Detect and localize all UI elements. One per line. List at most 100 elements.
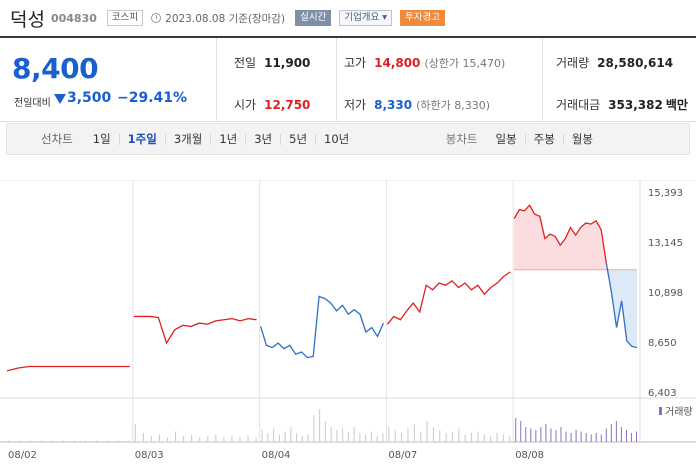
stat-prev-close: 전일 11,900 (234, 54, 310, 71)
volume-bar (471, 433, 473, 442)
volume-bar (284, 431, 286, 442)
candle-daily[interactable]: 일봉 (495, 131, 517, 146)
price-line-up (6, 365, 130, 372)
volume-bar (134, 424, 136, 442)
volume-bar (432, 427, 434, 442)
volume-bar (458, 428, 460, 442)
volume-bar (353, 427, 355, 442)
clock-icon (151, 13, 162, 23)
volume-bar (530, 428, 532, 442)
volume-bar (570, 433, 572, 442)
volume-bar (18, 440, 20, 442)
stat-high: 고가 14,800 (상한가 15,470) (344, 54, 505, 71)
chart-controls: 선차트 1일 1주일 3개월 1년 3년 5년 10년 봉차트 일봉 주봉 월봉 (6, 123, 690, 155)
stat-value: 353,382 (608, 98, 663, 112)
volume-bar (382, 433, 384, 442)
stat-value: 28,580,614 (597, 56, 674, 70)
volume-bar (600, 434, 602, 442)
x-tick-label: 08/08 (515, 450, 544, 461)
chart-grid (0, 180, 696, 443)
volume-bar (420, 431, 422, 442)
volume-bar (8, 440, 9, 442)
volume-bar (359, 433, 361, 442)
volume-bar (175, 431, 177, 442)
period-1d[interactable]: 1일 (92, 131, 111, 146)
volume-bar (575, 430, 577, 442)
volume-bar (439, 430, 441, 442)
volume-bar (223, 437, 225, 442)
candle-weekly[interactable]: 주봉 (524, 133, 563, 145)
volume-bar (535, 430, 537, 442)
stat-volume: 거래량 28,580,614 (556, 54, 673, 71)
volume-bar (330, 427, 332, 442)
volume-bar (278, 434, 280, 442)
stat-label: 저가 (344, 98, 367, 112)
stock-header: 덕성 004830 코스피 2023.08.08 기준(장마감) 실시간 기업개… (0, 0, 696, 36)
stat-label: 시가 (234, 98, 257, 112)
divider (216, 38, 217, 122)
x-tick-label: 08/07 (388, 450, 417, 461)
volume-bar (158, 434, 160, 442)
volume-bar (73, 440, 75, 442)
volume-bar (215, 434, 217, 442)
volume-bar (336, 430, 338, 442)
volume-bar (515, 418, 517, 442)
volume-bar (207, 436, 209, 442)
volume-bar (565, 431, 567, 442)
period-1w[interactable]: 1주일 (118, 133, 165, 145)
period-1y[interactable]: 1년 (210, 133, 245, 145)
volume-bar (580, 431, 582, 442)
volume-bar (319, 409, 321, 442)
volume-bar (239, 437, 241, 442)
price-line-up (133, 315, 257, 345)
volume-bar (128, 440, 130, 442)
candle-monthly[interactable]: 월봉 (562, 133, 601, 145)
volume-bar (555, 430, 557, 442)
volume-bar (496, 433, 498, 442)
change-rate: −29.41% (117, 90, 188, 106)
volume-bar (388, 427, 390, 442)
company-overview-dropdown[interactable]: 기업개요 ▾ (339, 10, 393, 26)
change-amount: 3,500 (67, 90, 112, 106)
volume-bar (540, 427, 542, 442)
volume-bar (394, 430, 396, 442)
volume-bar (290, 427, 292, 442)
stat-label: 고가 (344, 56, 367, 70)
volume-bar (615, 421, 617, 442)
volume-bar (199, 437, 201, 442)
stock-code: 004830 (50, 11, 97, 25)
volume-bar (490, 436, 492, 442)
volume-bar (520, 421, 522, 442)
volume-bar (191, 434, 193, 442)
volume-bar (324, 421, 326, 442)
divider (336, 38, 337, 122)
volume-legend-swatch (659, 407, 662, 415)
volume-bar (142, 433, 144, 442)
stat-value: 8,330 (374, 98, 413, 112)
period-3m[interactable]: 3개월 (164, 133, 210, 145)
volume-bar (376, 436, 378, 442)
stat-trade-value: 거래대금 353,382 백만 (556, 96, 688, 113)
volume-bar (247, 436, 249, 442)
chart-fills (514, 205, 637, 348)
period-10y[interactable]: 10년 (315, 133, 357, 145)
volume-bar (84, 440, 86, 442)
candle-chart-label: 봉차트 (445, 132, 478, 146)
volume-bars (8, 409, 637, 442)
volume-bar (426, 421, 428, 442)
price-line-down (605, 262, 638, 349)
stat-label: 거래대금 (556, 98, 601, 112)
period-3y[interactable]: 3년 (245, 133, 280, 145)
volume-bar (62, 440, 64, 442)
y-tick-label: 10,898 (648, 288, 683, 299)
volume-bar (261, 430, 263, 442)
divider (542, 38, 543, 122)
realtime-button[interactable]: 실시간 (295, 10, 332, 26)
volume-bar (255, 437, 257, 442)
volume-bar (29, 440, 31, 442)
investment-warning-badge[interactable]: 투자경고 (400, 10, 446, 26)
volume-bar (40, 440, 42, 442)
period-5y[interactable]: 5년 (280, 133, 315, 145)
volume-bar (451, 431, 453, 442)
